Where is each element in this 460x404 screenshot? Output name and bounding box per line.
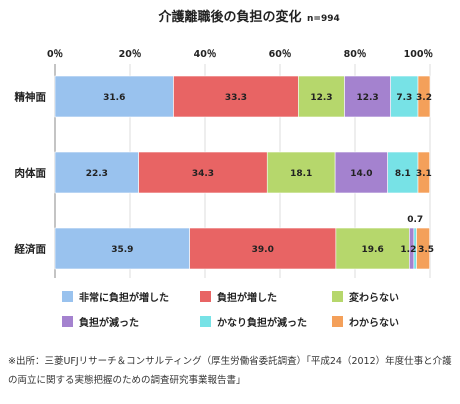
data-label: 3.1 (416, 169, 432, 179)
bar-segment (54, 151, 139, 194)
x-tick-label: 60％ (269, 49, 292, 60)
data-label: 8.1 (395, 169, 411, 179)
x-tick-label: 80％ (344, 49, 367, 60)
category-label: 精神面 (15, 91, 47, 104)
legend-label: 変わらない (349, 291, 399, 304)
chart-title: 介護離職後の負担の変化 (157, 9, 301, 25)
data-label: 7.3 (396, 93, 412, 103)
bars (54, 75, 431, 270)
data-label: 33.3 (225, 93, 247, 103)
data-labels: 31.6 33.3 12.3 12.3 7.3 3.2 22.3 34.3 18.1 14.0 8.… (86, 93, 434, 255)
bar-segment (189, 227, 337, 270)
data-label: 12.3 (310, 93, 332, 103)
sample-size-label: n=994 (307, 14, 340, 24)
data-label: 34.3 (192, 169, 214, 179)
data-label: 39.0 (252, 245, 274, 255)
category-label: 経済面 (15, 243, 47, 256)
data-label: 12.3 (356, 93, 378, 103)
category-label: 肉体面 (15, 167, 47, 180)
data-label: 19.6 (362, 245, 384, 255)
bar-segment (334, 151, 388, 194)
source-note: ※出所：三菱UFJリサーチ＆コンサルティング（厚生労働省委託調査）「平成24（2… (8, 356, 452, 386)
x-tick-label: 100％ (404, 49, 433, 60)
bar-segment (138, 151, 268, 194)
legend-label: かなり負担が減った (217, 316, 307, 329)
x-tick-label: 20％ (119, 49, 142, 60)
legend-label: 非常に負担が増した (79, 291, 169, 304)
data-label: 0.7 (407, 215, 423, 225)
data-label: 3.5 (418, 245, 434, 255)
data-label: 35.9 (111, 245, 133, 255)
data-label: 31.6 (103, 93, 125, 103)
bar-segment (54, 75, 174, 118)
x-tick-label: 40％ (194, 49, 217, 60)
x-axis-ticks: 0％ 20％ 40％ 60％ 80％ 100％ (47, 49, 433, 60)
bar-segment (417, 151, 430, 194)
bar-segment (266, 151, 336, 194)
legend-swatch (332, 316, 343, 327)
bar-segment (417, 75, 431, 118)
data-label: 18.1 (290, 169, 312, 179)
bar-segment (387, 151, 419, 194)
legend-swatch (200, 291, 211, 302)
legend-swatch (332, 291, 343, 302)
legend-label: 負担が減った (79, 316, 139, 329)
x-tick-label: 0％ (47, 49, 63, 60)
data-label: 3.2 (416, 93, 432, 103)
data-label: 14.0 (350, 169, 372, 179)
bar-segment (390, 75, 419, 118)
bar-segment (416, 227, 430, 270)
data-label: 1.2 (400, 245, 416, 255)
legend-swatch (62, 316, 73, 327)
bar-segment (54, 227, 190, 270)
legend-label: 負担が増した (217, 291, 277, 304)
legend-swatch (62, 291, 73, 302)
legend-label: わからない (349, 317, 399, 329)
data-label: 22.3 (86, 169, 108, 179)
bar-segment (335, 227, 410, 270)
legend-swatch (200, 316, 211, 327)
bar-segment (344, 75, 391, 118)
